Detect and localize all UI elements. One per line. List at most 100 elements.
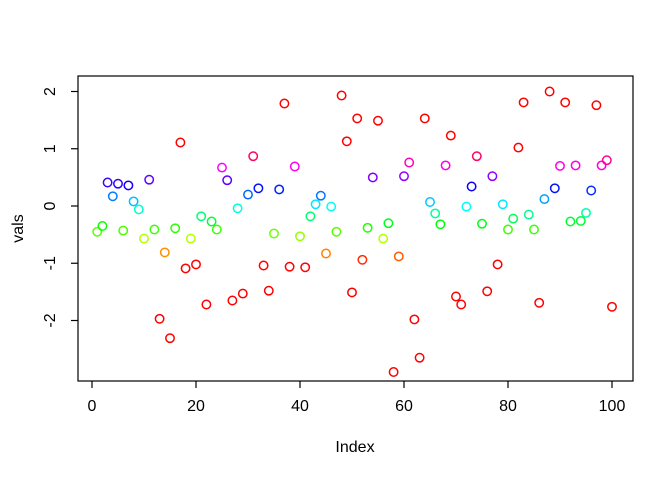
data-point (154, 313, 165, 324)
data-point (456, 299, 467, 310)
data-point (97, 221, 108, 231)
data-point (388, 367, 399, 377)
data-point (123, 180, 134, 191)
data-point (243, 189, 253, 200)
data-point (133, 204, 144, 215)
x-axis-label: Index (335, 439, 374, 456)
data-point (258, 260, 269, 271)
data-point (414, 352, 425, 363)
data-point (274, 184, 285, 195)
data-point (170, 223, 181, 234)
y-tick-label: 2 (42, 87, 59, 96)
data-point (305, 211, 316, 222)
data-point (185, 233, 196, 244)
data-point (237, 288, 248, 299)
data-point (539, 194, 550, 205)
data-point (269, 228, 279, 239)
data-point (232, 203, 243, 214)
data-point (503, 224, 513, 235)
data-point (310, 199, 321, 210)
data-point (482, 286, 493, 297)
data-point (289, 161, 300, 172)
data-point (92, 226, 103, 237)
data-point (461, 201, 472, 212)
data-point (300, 262, 311, 273)
data-point (326, 201, 337, 212)
data-point (175, 137, 186, 148)
data-point (159, 247, 170, 258)
data-point (440, 160, 451, 171)
data-point (357, 254, 368, 265)
data-point (601, 155, 612, 166)
data-point (165, 333, 175, 344)
data-point (560, 97, 571, 108)
data-point (180, 263, 191, 274)
data-point (295, 231, 305, 242)
data-point (596, 160, 607, 171)
y-tick-label: 1 (42, 144, 59, 153)
x-tick-label: 40 (291, 398, 309, 415)
data-point (393, 251, 404, 262)
data-point (451, 291, 461, 302)
data-point (409, 314, 420, 325)
data-point (529, 224, 539, 235)
data-point (279, 98, 290, 109)
data-point (497, 199, 508, 210)
data-point (586, 185, 597, 196)
data-point (352, 113, 363, 124)
data-point (191, 259, 201, 270)
data-point (565, 216, 576, 227)
data-point (508, 213, 519, 224)
data-point (331, 226, 342, 237)
data-point (206, 216, 217, 227)
y-axis-label: vals (10, 214, 27, 242)
data-point (217, 162, 227, 173)
data-point (425, 197, 435, 207)
data-point (383, 218, 394, 229)
data-point (399, 171, 409, 182)
data-point (477, 218, 487, 229)
data-point (544, 86, 555, 97)
data-point (435, 219, 446, 230)
y-tick-label: 0 (42, 201, 59, 210)
data-point (222, 175, 233, 186)
data-point (144, 174, 155, 185)
data-point (263, 285, 274, 296)
data-point (419, 113, 430, 124)
data-point (430, 208, 441, 219)
data-point (321, 248, 331, 259)
data-point (341, 136, 352, 147)
data-point (523, 209, 534, 220)
data-point (118, 225, 129, 236)
data-point (373, 115, 383, 126)
x-tick-label: 80 (499, 398, 517, 415)
data-points-layer (92, 86, 617, 377)
data-point (196, 211, 207, 222)
data-point (492, 259, 503, 270)
data-point (471, 151, 482, 162)
data-point (107, 191, 118, 202)
y-tick-label: -2 (42, 313, 59, 327)
data-point (284, 261, 295, 272)
x-tick-label: 20 (187, 398, 205, 415)
data-point (113, 178, 123, 189)
data-point (248, 151, 259, 162)
y-tick-label: -1 (42, 256, 59, 270)
data-point (518, 97, 529, 108)
data-point (575, 215, 586, 226)
data-point (149, 224, 160, 235)
data-point (534, 297, 545, 308)
data-point (487, 171, 498, 182)
x-tick-label: 100 (599, 398, 626, 415)
data-point (570, 160, 581, 171)
data-point (139, 233, 149, 244)
data-point (128, 196, 139, 207)
data-point (591, 100, 602, 111)
plot-border (77, 75, 634, 382)
data-point (378, 233, 389, 244)
data-point (347, 287, 357, 298)
data-point (513, 142, 524, 153)
data-point (466, 181, 477, 192)
